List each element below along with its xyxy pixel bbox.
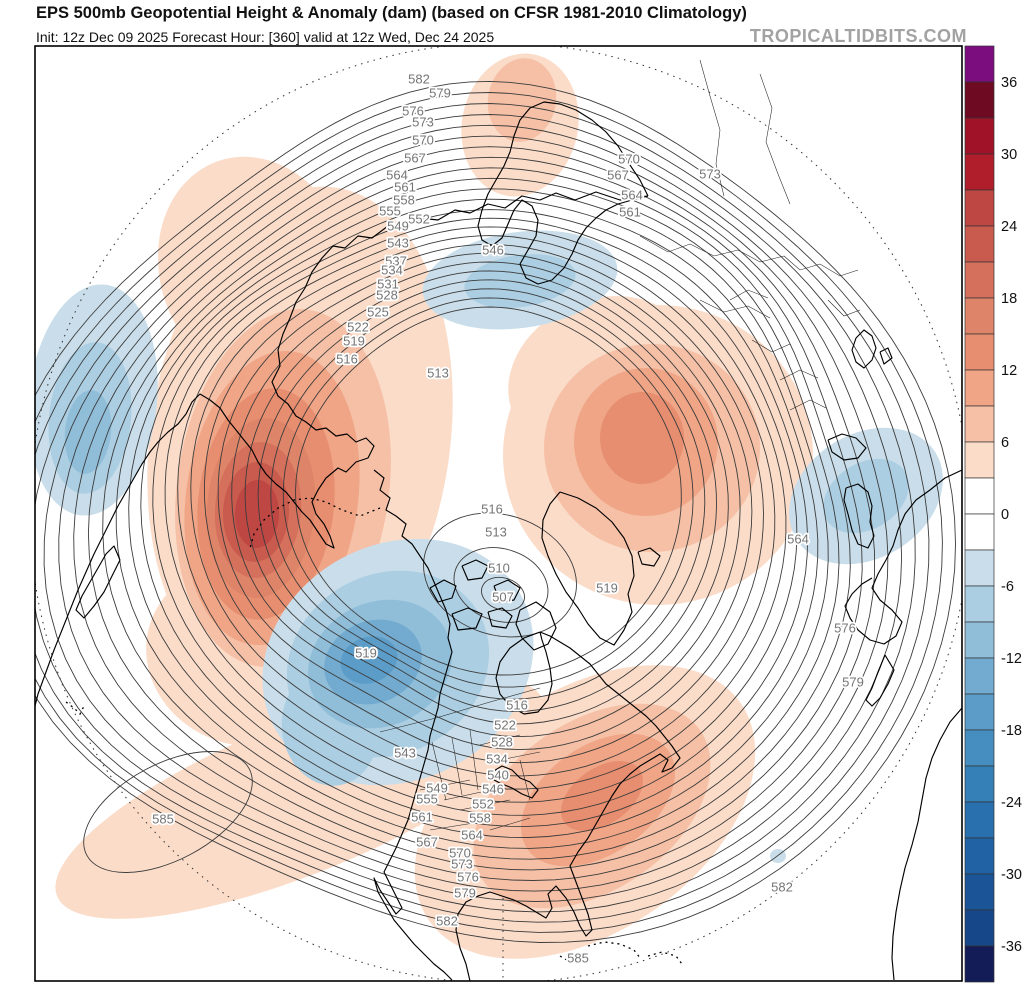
contour-label-549: 549 xyxy=(426,781,448,796)
contour-label-513: 513 xyxy=(427,366,449,381)
contour-label-543: 543 xyxy=(387,236,409,251)
colorbar-tick--30: -30 xyxy=(1001,867,1022,883)
west-pacific-negative xyxy=(35,284,158,516)
anomaly-colorbar: 36 30 24 18 12 6 0 -6 -12 -18 -24 -30 -36 xyxy=(964,45,1022,983)
contour-label-558: 558 xyxy=(469,811,491,826)
colorbar-tick-0: 0 xyxy=(1001,507,1009,523)
mideast-negative xyxy=(789,427,943,565)
contour-label-552: 552 xyxy=(408,212,430,227)
contour-label-579: 579 xyxy=(429,86,451,101)
contour-label-576: 576 xyxy=(402,104,424,119)
contour-label-564: 564 xyxy=(787,532,809,547)
contour-label-570: 570 xyxy=(412,133,434,148)
chart-title: EPS 500mb Geopotential Height & Anomaly … xyxy=(36,4,747,22)
contour-label-531: 531 xyxy=(377,277,399,292)
contour-label-519: 519 xyxy=(596,581,618,596)
contour-label-561: 561 xyxy=(411,810,433,825)
colorbar-tick-24: 24 xyxy=(1001,219,1017,235)
contour-label-519: 519 xyxy=(355,646,377,661)
contour-label-522: 522 xyxy=(347,320,369,335)
contour-label-516: 516 xyxy=(336,352,358,367)
coastline-layer xyxy=(35,101,962,981)
northwest-na-negative xyxy=(262,538,534,786)
contour-label-549: 549 xyxy=(387,219,409,234)
contour-label-579: 579 xyxy=(842,675,864,690)
colorbar-tick-30: 30 xyxy=(1001,147,1017,163)
contour-label-564: 564 xyxy=(621,188,643,203)
contour-label-546: 546 xyxy=(482,782,504,797)
contour-label-561: 561 xyxy=(619,205,641,220)
baltic-negative xyxy=(422,230,618,330)
contour-label-570: 570 xyxy=(618,152,640,167)
barents-positive xyxy=(461,53,579,197)
contour-label-525: 525 xyxy=(367,305,389,320)
contour-label-555: 555 xyxy=(379,204,401,219)
contour-label-510: 510 xyxy=(488,561,510,576)
contour-label-564: 564 xyxy=(461,828,483,843)
contour-label-585: 585 xyxy=(152,812,174,827)
contour-label-558: 558 xyxy=(393,193,415,208)
contour-label-573: 573 xyxy=(699,167,721,182)
colorbar-tick-18: 18 xyxy=(1001,291,1017,307)
map-frame xyxy=(34,45,963,982)
init-forecast-valid-line: Init: 12z Dec 09 2025 Forecast Hour: [36… xyxy=(36,29,495,45)
contour-label-561: 561 xyxy=(394,180,416,195)
colorbar-tick--24: -24 xyxy=(1001,795,1022,811)
contour-label-582: 582 xyxy=(771,880,793,895)
anomaly-shading-layer xyxy=(35,53,943,959)
contour-label-513: 513 xyxy=(485,525,507,540)
contour-label-534: 534 xyxy=(381,263,403,278)
contour-label-546: 546 xyxy=(482,243,504,258)
contour-label-573: 573 xyxy=(412,115,434,130)
colorbar-tick--12: -12 xyxy=(1001,651,1022,667)
contour-label-528: 528 xyxy=(376,288,398,303)
height-contour-layer xyxy=(35,80,956,943)
political-border-layer xyxy=(379,59,861,831)
contour-label-516: 516 xyxy=(506,698,528,713)
contour-label-567: 567 xyxy=(607,168,629,183)
contour-label-567: 567 xyxy=(404,151,426,166)
colorbar-tick--36: -36 xyxy=(1001,939,1022,955)
contour-label-582: 582 xyxy=(408,72,430,87)
contour-label-567: 567 xyxy=(416,835,438,850)
colorbar-tick--18: -18 xyxy=(1001,723,1022,739)
contour-label-573: 573 xyxy=(451,857,473,872)
contour-label-522: 522 xyxy=(494,718,516,733)
contour-label-552: 552 xyxy=(472,797,494,812)
contour-label-519: 519 xyxy=(343,334,365,349)
contour-label-570: 570 xyxy=(449,846,471,861)
europe-positive xyxy=(503,296,813,605)
colorbar-tick-6: 6 xyxy=(1001,435,1009,451)
colorbar-tick--6: -6 xyxy=(1001,579,1014,595)
contour-label-528: 528 xyxy=(491,735,513,750)
contour-label-555: 555 xyxy=(416,792,438,807)
contour-label-582: 582 xyxy=(436,914,458,929)
graticule-layer xyxy=(35,46,962,981)
contour-label-576: 576 xyxy=(457,870,479,885)
contour-label-540: 540 xyxy=(487,768,509,783)
contour-label-585: 585 xyxy=(567,951,589,966)
contour-label-576: 576 xyxy=(834,621,856,636)
contour-label-507: 507 xyxy=(492,590,514,605)
colorbar-tick-12: 12 xyxy=(1001,363,1017,379)
colorbar-tick-36: 36 xyxy=(1001,75,1017,91)
contour-label-564: 564 xyxy=(386,168,408,183)
contour-label-534: 534 xyxy=(486,752,508,767)
contour-label-537: 537 xyxy=(385,254,407,269)
contour-label-579: 579 xyxy=(454,886,476,901)
contour-label-543: 543 xyxy=(394,746,416,761)
tropicaltidbits-logo[interactable]: TROPICALTIDBITS.COM xyxy=(749,26,967,46)
contour-label-516: 516 xyxy=(481,502,503,517)
